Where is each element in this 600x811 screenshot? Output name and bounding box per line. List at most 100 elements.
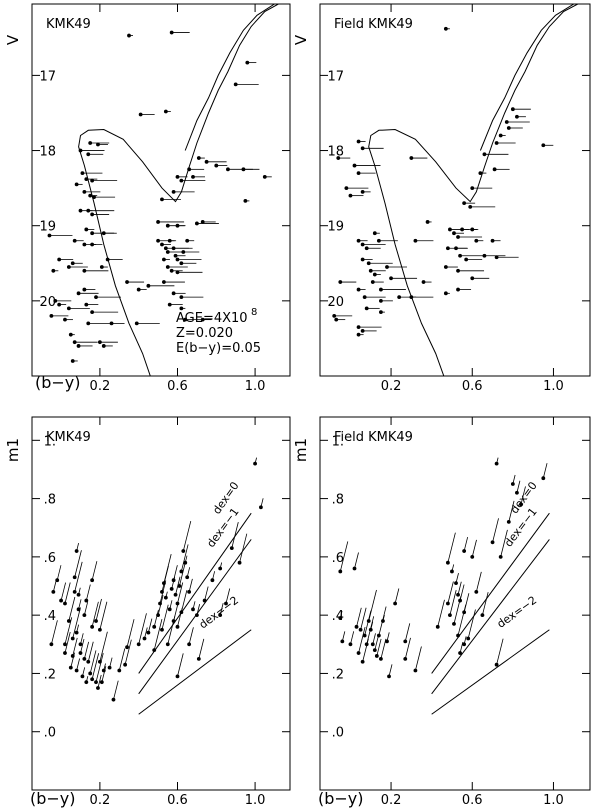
data-point (259, 505, 263, 510)
data-point (348, 642, 353, 647)
error-bar (74, 550, 82, 578)
error-bar (182, 520, 192, 552)
data-point (421, 280, 426, 284)
data-point (165, 223, 170, 228)
data-point (456, 235, 460, 239)
data-point (173, 592, 178, 597)
data-point (90, 624, 95, 629)
data-point (160, 242, 164, 247)
x-tick-label: 0.2 (90, 379, 111, 394)
error-bar (368, 589, 377, 622)
data-point (51, 268, 56, 273)
y-tick-label: 20 (327, 295, 344, 310)
data-point (63, 317, 67, 322)
data-point (413, 238, 418, 243)
error-bar (173, 565, 178, 581)
x-tick-label: 0.6 (167, 793, 188, 808)
error-bar (339, 541, 349, 572)
data-point (72, 340, 77, 345)
data-point (336, 156, 341, 160)
data-point (97, 627, 102, 632)
data-point (352, 163, 357, 168)
data-point (82, 613, 87, 618)
plot-area (47, 4, 279, 376)
data-point (88, 141, 93, 145)
data-point (494, 255, 499, 260)
y-tick-label: .4 (332, 609, 344, 624)
data-point (66, 306, 71, 311)
data-point (101, 344, 106, 348)
error-bar (177, 653, 184, 677)
data-point (111, 697, 116, 702)
data-point (165, 250, 170, 254)
error-bar (179, 561, 186, 587)
error-bar (356, 607, 362, 627)
data-point (163, 246, 168, 251)
data-point (194, 613, 199, 618)
error-bar (204, 586, 209, 601)
data-point (90, 212, 95, 217)
plot-frame (319, 3, 591, 377)
y-tick-label: .0 (332, 726, 344, 741)
data-point (167, 302, 172, 307)
data-point (72, 575, 77, 580)
error-bar (64, 617, 73, 645)
data-point (360, 257, 365, 262)
y-axis-label: V (4, 34, 22, 45)
error-bar (138, 613, 147, 645)
error-bar (85, 584, 91, 601)
data-point (372, 231, 377, 236)
data-point (515, 490, 519, 495)
isochrone-curve (78, 4, 279, 376)
data-point (123, 662, 128, 667)
data-point (70, 261, 75, 266)
data-point (379, 656, 383, 661)
data-point (175, 257, 180, 262)
data-point (175, 624, 180, 629)
data-point (84, 680, 89, 685)
data-point (94, 619, 98, 623)
data-point (63, 651, 67, 655)
error-bar (471, 539, 477, 557)
data-point (152, 648, 157, 653)
data-point (243, 198, 248, 203)
data-point (136, 287, 141, 292)
error-bar (148, 618, 153, 633)
data-point (162, 257, 166, 262)
metallicity-line (431, 539, 550, 695)
data-point (454, 246, 458, 251)
data-point (165, 265, 170, 269)
data-point (474, 238, 479, 243)
data-point (179, 178, 184, 183)
data-point (90, 677, 95, 682)
data-point (482, 152, 487, 157)
data-point (262, 174, 267, 179)
error-bar (500, 529, 508, 557)
data-point (356, 651, 361, 655)
data-point (191, 607, 195, 612)
data-point (156, 220, 160, 224)
x-axis-label: (b−y) (318, 789, 364, 808)
data-point (158, 601, 162, 606)
plot-frame (319, 416, 591, 791)
isochrone-curve (368, 4, 579, 376)
error-bar (95, 653, 104, 683)
data-point (344, 186, 349, 191)
data-point (379, 310, 383, 315)
data-point (498, 554, 503, 559)
y-tick-label: 19 (327, 220, 344, 235)
data-point (51, 589, 56, 594)
data-point (233, 82, 238, 87)
annotation-age: AGE=4X10 (176, 311, 248, 326)
data-point (107, 665, 112, 670)
data-point (92, 195, 96, 200)
data-point (506, 520, 511, 524)
data-point (167, 607, 172, 612)
data-point (63, 642, 67, 647)
data-point (86, 152, 91, 157)
data-point (494, 461, 499, 466)
error-bar (99, 601, 108, 630)
x-tick-label: 1.0 (543, 379, 564, 394)
error-bar (180, 544, 189, 572)
data-point (47, 233, 52, 238)
